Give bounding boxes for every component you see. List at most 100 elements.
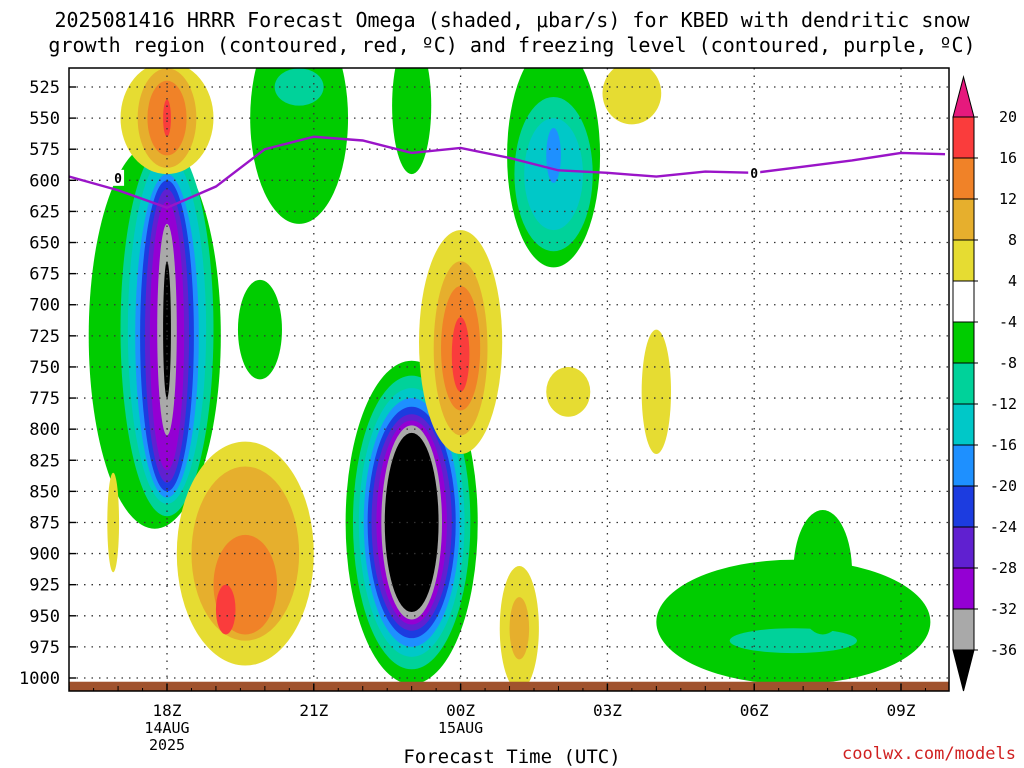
y-tick-label: 950 <box>29 607 60 627</box>
freezing-label-bg <box>748 164 761 181</box>
y-tick-label: 750 <box>29 358 60 378</box>
upward-low-07z <box>793 510 853 635</box>
y-tick-label: 550 <box>29 109 60 129</box>
colorbar-bin <box>952 239 975 282</box>
upward-aloft-21z-level-0 <box>250 68 349 224</box>
freezing-label-bg <box>112 169 125 186</box>
x-axis-label: Forecast Time (UTC) <box>403 746 621 768</box>
y-tick-label: 675 <box>29 265 60 285</box>
colorbar-top-arrow <box>952 75 975 118</box>
sinking-01z-level-1 <box>509 597 530 660</box>
colorbar-label: -8 <box>999 354 1017 372</box>
x-tick-label: 00Z <box>446 701 475 720</box>
freezing-level-label: 0 <box>114 172 122 187</box>
y-tick-label: 525 <box>29 78 60 98</box>
y-tick-label: 850 <box>29 482 60 502</box>
y-tick-label: 775 <box>29 389 60 409</box>
colorbar-label: -20 <box>990 477 1017 495</box>
colorbar-label: 12 <box>999 190 1017 208</box>
sinking-19z-level-3 <box>215 584 236 635</box>
sinking-04z-level-0 <box>641 329 672 455</box>
colorbar-label: 16 <box>999 149 1017 167</box>
sinking-00z <box>419 230 503 455</box>
upward-core-18z <box>88 142 221 529</box>
upward-low-06z-level-0 <box>656 559 931 685</box>
y-tick-label: 825 <box>29 451 60 471</box>
colorbar-bin <box>952 403 975 446</box>
sinking-02z-level-0 <box>546 366 591 417</box>
y-tick-label: 875 <box>29 513 60 533</box>
freezing-level-label: 0 <box>750 167 758 182</box>
x-tick-label: 18Z <box>153 701 182 720</box>
x-tick-label: 14AUG <box>144 719 189 737</box>
y-tick-label: 725 <box>29 327 60 347</box>
upward-aloft-23z <box>392 68 432 175</box>
colorbar-bottom-arrow <box>952 649 975 692</box>
sinking-aloft-03z <box>602 68 662 125</box>
colorbar-bin <box>952 280 975 323</box>
y-tick-label: 575 <box>29 140 60 160</box>
upward-patch-20z-level-0 <box>237 279 282 380</box>
sinking-02z <box>546 366 591 417</box>
chart-title-line-1: 2025081416 HRRR Forecast Omega (shaded, … <box>54 8 970 32</box>
colorbar-bin <box>952 485 975 528</box>
sinking-01z <box>499 566 539 691</box>
chart-title-line-2: growth region (contoured, red, ºC) and f… <box>48 33 976 57</box>
colorbar-label: 4 <box>1008 272 1017 290</box>
colorbar-label: -28 <box>990 559 1017 577</box>
colorbar-label: -24 <box>990 518 1017 536</box>
y-tick-label: 900 <box>29 545 60 565</box>
x-tick-label: 2025 <box>149 736 185 754</box>
y-tick-label: 650 <box>29 234 60 254</box>
upward-low-07z-level-0 <box>793 510 853 635</box>
sinking-04z <box>641 329 672 455</box>
y-tick-label: 1000 <box>19 669 60 689</box>
plot-frame <box>68 67 950 692</box>
colorbar-label: 20 <box>999 108 1017 126</box>
y-tick-label: 925 <box>29 576 60 596</box>
upward-aloft-23z-level-0 <box>392 68 432 175</box>
x-tick-label: 21Z <box>299 701 328 720</box>
y-tick-label: 700 <box>29 296 60 316</box>
colorbar-label: 8 <box>1008 231 1017 249</box>
colorbar-bin <box>952 567 975 610</box>
sinking-aloft-03z-level-0 <box>602 68 662 125</box>
y-tick-label: 600 <box>29 171 60 191</box>
y-axis-ticks: 525 550 575 600 625 650 675 700 725 750 775 800 825 8… <box>19 78 76 689</box>
colorbar-bin <box>952 444 975 487</box>
colorbar-bin <box>952 321 975 364</box>
colorbar-label: -12 <box>990 395 1017 413</box>
upward-aloft-21z-level-1 <box>274 68 324 106</box>
colorbar-label: -36 <box>990 641 1017 659</box>
y-tick-label: 625 <box>29 202 60 222</box>
colorbar-label: -32 <box>990 600 1017 618</box>
surface-terrain-band <box>69 681 949 691</box>
sinking-17z-level-0 <box>107 472 120 573</box>
colorbar-bin <box>952 526 975 569</box>
y-tick-label: 800 <box>29 420 60 440</box>
upward-core-18z-level-8 <box>163 261 171 399</box>
colorbar-bin <box>952 608 975 651</box>
freezing-level-polyline <box>69 135 946 209</box>
x-tick-label: 03Z <box>593 701 622 720</box>
colorbar-bin <box>952 116 975 159</box>
sinking-17z <box>107 472 120 573</box>
sinking-00z-level-3 <box>451 317 470 392</box>
colorbar-bin <box>952 362 975 405</box>
sinking-19z <box>176 441 314 666</box>
colorbar-label: -16 <box>990 436 1017 454</box>
upward-core-23z-level-8 <box>384 432 439 613</box>
colorbar-bin <box>952 157 975 200</box>
upward-low-06z-level-1 <box>729 628 857 654</box>
omega-shading <box>69 68 949 691</box>
x-tick-label: 15AUG <box>438 719 483 737</box>
x-tick-label: 09Z <box>887 701 916 720</box>
x-tick-label: 06Z <box>740 701 769 720</box>
upward-core-23z <box>345 360 478 685</box>
upward-aloft-02z-level-3 <box>546 128 561 183</box>
colorbar: 20 16 12 8 4 -4 -8 -12 -16 -20 -24 -28 -32 -36 <box>952 75 1017 692</box>
upward-low-06z <box>656 559 931 685</box>
